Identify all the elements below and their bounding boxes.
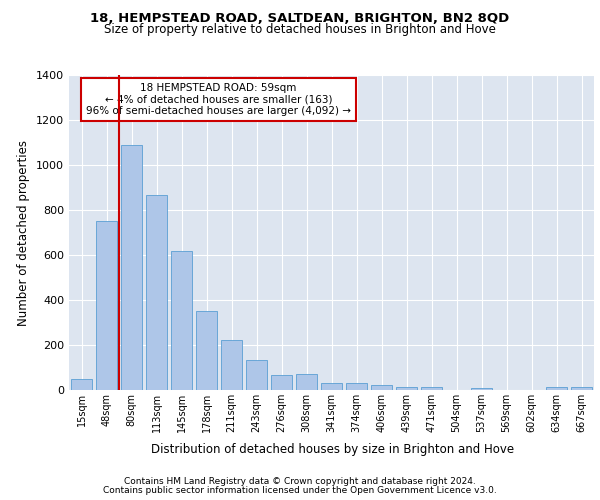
- Bar: [246, 360, 267, 390]
- Bar: [471, 388, 492, 390]
- Bar: [421, 386, 442, 390]
- Bar: [271, 376, 292, 390]
- Bar: [96, 221, 117, 390]
- Bar: [371, 385, 392, 390]
- Text: 18, HEMPSTEAD ROAD, SALTDEAN, BRIGHTON, BN2 8QD: 18, HEMPSTEAD ROAD, SALTDEAN, BRIGHTON, …: [91, 12, 509, 26]
- Bar: [546, 388, 567, 390]
- Text: Contains HM Land Registry data © Crown copyright and database right 2024.: Contains HM Land Registry data © Crown c…: [124, 478, 476, 486]
- Bar: [396, 387, 417, 390]
- Text: Distribution of detached houses by size in Brighton and Hove: Distribution of detached houses by size …: [151, 442, 515, 456]
- Bar: [346, 383, 367, 390]
- Bar: [196, 311, 217, 390]
- Bar: [296, 374, 317, 390]
- Bar: [221, 340, 242, 390]
- Text: 18 HEMPSTEAD ROAD: 59sqm
← 4% of detached houses are smaller (163)
96% of semi-d: 18 HEMPSTEAD ROAD: 59sqm ← 4% of detache…: [86, 83, 351, 116]
- Bar: [321, 383, 342, 390]
- Bar: [121, 145, 142, 390]
- Bar: [571, 388, 592, 390]
- Bar: [146, 196, 167, 390]
- Bar: [71, 379, 92, 390]
- Bar: [171, 250, 192, 390]
- Text: Contains public sector information licensed under the Open Government Licence v3: Contains public sector information licen…: [103, 486, 497, 495]
- Text: Size of property relative to detached houses in Brighton and Hove: Size of property relative to detached ho…: [104, 22, 496, 36]
- Y-axis label: Number of detached properties: Number of detached properties: [17, 140, 31, 326]
